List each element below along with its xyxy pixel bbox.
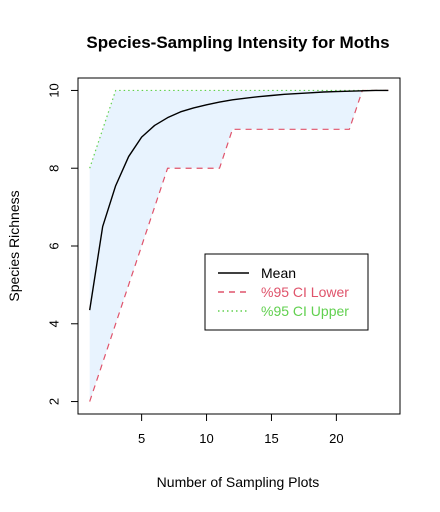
series-line-mean (88, 89, 389, 311)
x-tick-label: 5 (138, 431, 145, 446)
x-tick-label: 15 (264, 431, 278, 446)
y-tick-label: 4 (47, 320, 62, 327)
series-line-95-ci-lower (89, 89, 389, 402)
x-tick-label: 20 (329, 431, 343, 446)
x-tick-label: 10 (199, 431, 213, 446)
y-tick-label: 8 (47, 165, 62, 172)
plot-area (88, 89, 389, 402)
y-tick-label: 10 (47, 83, 62, 97)
axes: 5 10 15 20 2 4 6 8 10 (47, 77, 401, 446)
legend-label: Mean (261, 265, 296, 281)
chart-title: Species-Sampling Intensity for Moths (86, 33, 389, 52)
legend: Mean %95 CI Lower %95 CI Upper (204, 253, 369, 331)
legend-label: %95 CI Lower (261, 284, 349, 300)
y-axis-label: Species Richness (6, 190, 22, 301)
ci-band (89, 90, 389, 402)
y-tick-label: 2 (47, 398, 62, 405)
legend-label: %95 CI Upper (261, 303, 349, 319)
y-tick-label: 6 (47, 242, 62, 249)
x-axis-label: Number of Sampling Plots (157, 474, 320, 490)
